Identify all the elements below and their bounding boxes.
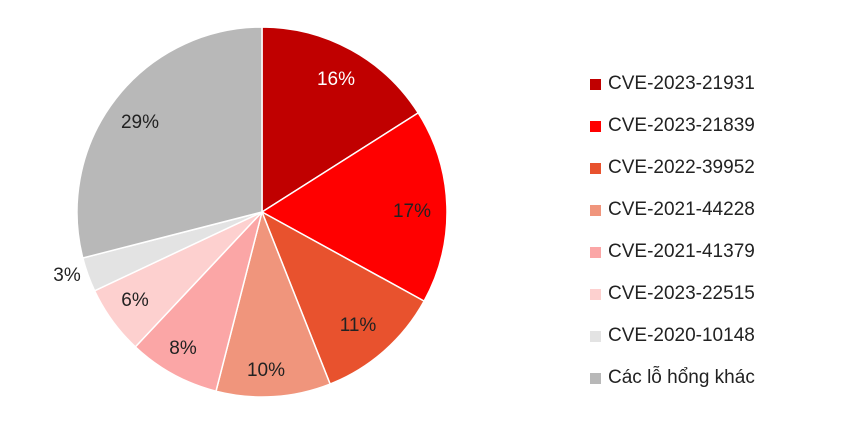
slice-label-4: 10% (247, 360, 285, 381)
pie-slice-3 (260, 210, 426, 385)
legend-label: CVE-2020-10148 (608, 325, 755, 346)
legend-label: CVE-2023-21839 (608, 115, 755, 136)
legend-swatch (590, 204, 601, 216)
legend-label: CVE-2021-44228 (608, 199, 755, 220)
legend-swatch (590, 78, 601, 90)
slice-label-2: 17% (393, 201, 431, 222)
legend-item-5: CVE-2021-41379 (590, 231, 850, 273)
legend-item-8: Các lỗ hổng khác (590, 357, 850, 399)
legend-label: CVE-2022-39952 (608, 157, 755, 178)
pie-slice-1 (261, 26, 420, 214)
legend-swatch (590, 372, 601, 384)
legend-label: Các lỗ hổng khác (608, 367, 755, 388)
legend-item-6: CVE-2023-22515 (590, 273, 850, 315)
legend-swatch (590, 288, 601, 300)
slice-label-3: 11% (340, 315, 377, 336)
legend-label: CVE-2023-21931 (608, 73, 755, 94)
pie-slice-2 (260, 111, 448, 303)
slice-label-8: 29% (121, 112, 159, 133)
slice-label-7: 3% (53, 265, 81, 286)
legend-label: CVE-2023-22515 (608, 283, 755, 304)
slice-label-5: 8% (169, 338, 197, 359)
legend-label: CVE-2021-41379 (608, 241, 755, 262)
pie-slice-8 (76, 26, 263, 259)
legend-item-3: CVE-2022-39952 (590, 147, 850, 189)
slice-label-1: 16% (317, 69, 355, 90)
pie-slice-4 (215, 209, 332, 398)
slice-label-6: 6% (121, 290, 149, 311)
legend-swatch (590, 162, 601, 174)
pie-slices (76, 26, 448, 398)
legend-swatch (590, 120, 601, 132)
legend-swatch (590, 330, 601, 342)
legend-item-2: CVE-2023-21839 (590, 105, 850, 147)
legend-swatch (590, 246, 601, 258)
legend: CVE-2023-21931 CVE-2023-21839 CVE-2022-399… (590, 63, 850, 399)
legend-item-1: CVE-2023-21931 (590, 63, 850, 105)
legend-item-7: CVE-2020-10148 (590, 315, 850, 357)
pie-slice-5 (134, 211, 263, 393)
legend-item-4: CVE-2021-44228 (590, 189, 850, 231)
pie-labels: 16% 17% 11% 10% 8% 6% 3% 29% (53, 69, 431, 381)
